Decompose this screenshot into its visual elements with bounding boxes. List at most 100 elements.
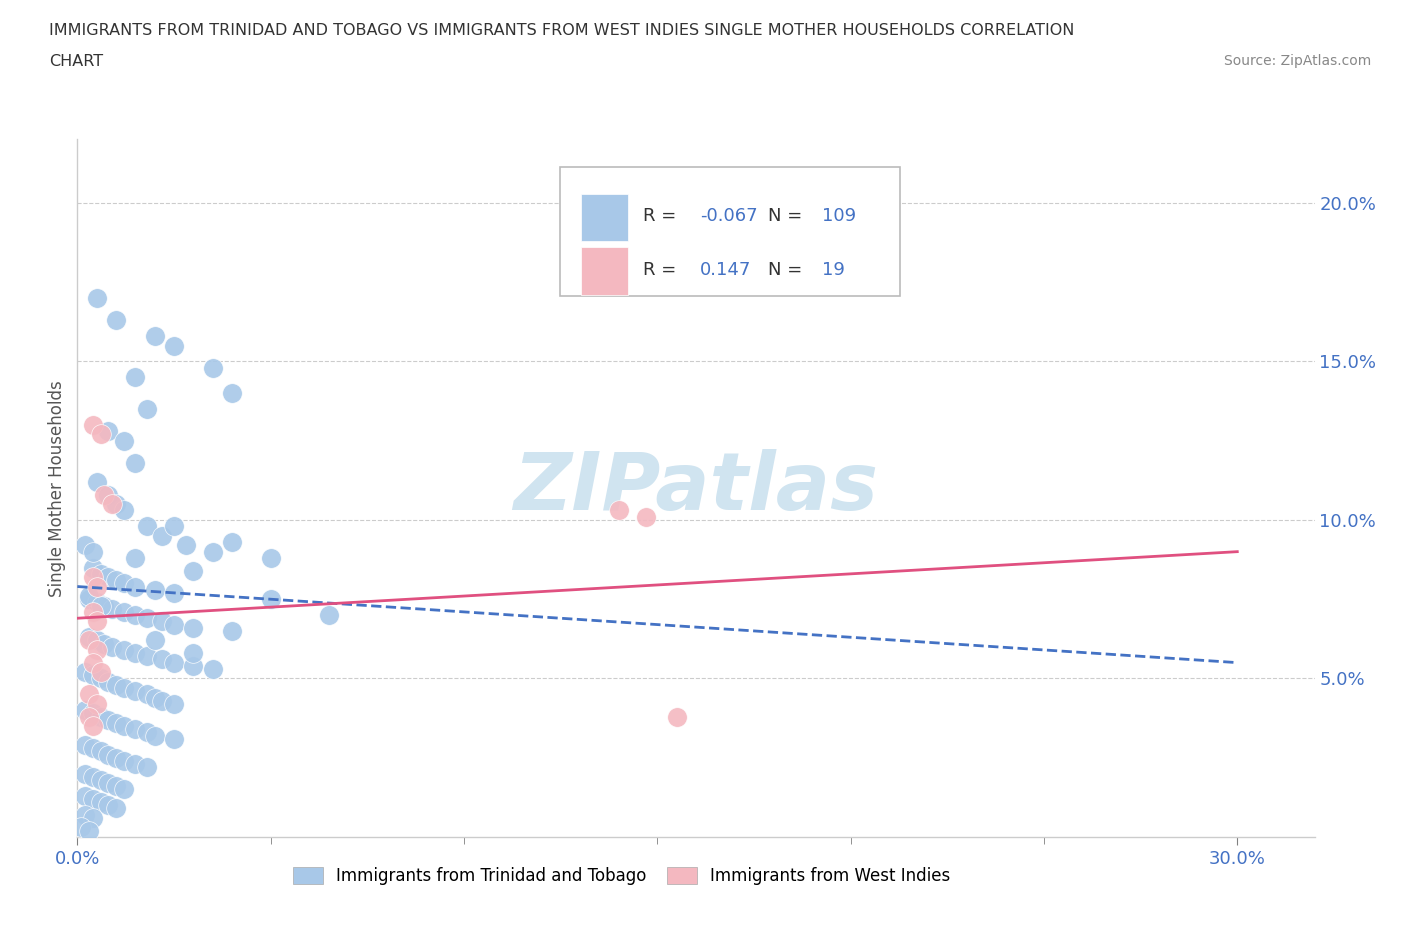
- Point: [143, 633, 166, 648]
- Text: IMMIGRANTS FROM TRINIDAD AND TOBAGO VS IMMIGRANTS FROM WEST INDIES SINGLE MOTHER: IMMIGRANTS FROM TRINIDAD AND TOBAGO VS I…: [49, 23, 1074, 38]
- Point: [152, 614, 174, 629]
- Point: [112, 433, 135, 448]
- Point: [82, 719, 104, 734]
- Point: [86, 643, 108, 658]
- Point: [82, 741, 104, 756]
- Point: [124, 456, 146, 471]
- Point: [93, 598, 115, 613]
- Point: [221, 623, 243, 638]
- Point: [86, 595, 108, 610]
- Point: [82, 569, 104, 584]
- Legend: Immigrants from Trinidad and Tobago, Immigrants from West Indies: Immigrants from Trinidad and Tobago, Imm…: [287, 860, 957, 892]
- Point: [90, 427, 111, 442]
- Point: [105, 801, 127, 816]
- Point: [97, 569, 120, 584]
- Point: [82, 769, 104, 784]
- Point: [136, 611, 159, 626]
- Point: [77, 633, 100, 648]
- Point: [105, 677, 127, 692]
- Point: [86, 614, 108, 629]
- Point: [105, 778, 127, 793]
- Point: [221, 535, 243, 550]
- Point: [136, 760, 159, 775]
- Point: [163, 731, 186, 746]
- Point: [105, 715, 127, 730]
- Text: 109: 109: [823, 206, 856, 225]
- Point: [97, 798, 120, 813]
- Point: [112, 782, 135, 797]
- Point: [163, 519, 186, 534]
- Point: [105, 497, 127, 512]
- Point: [86, 290, 108, 305]
- Point: [77, 709, 100, 724]
- Point: [82, 560, 104, 575]
- Point: [201, 544, 224, 559]
- Point: [136, 687, 159, 702]
- Point: [112, 753, 135, 768]
- Point: [124, 684, 146, 698]
- Point: [97, 712, 120, 727]
- Point: [82, 668, 104, 683]
- Point: [82, 706, 104, 721]
- Point: [90, 773, 111, 788]
- Point: [136, 402, 159, 417]
- Point: [607, 503, 630, 518]
- Point: [152, 528, 174, 543]
- Point: [105, 573, 127, 588]
- Point: [97, 747, 120, 762]
- Point: [77, 823, 100, 838]
- Point: [105, 751, 127, 765]
- Bar: [581, 247, 628, 295]
- Text: CHART: CHART: [49, 54, 103, 69]
- Point: [163, 618, 186, 632]
- Text: R =: R =: [643, 260, 682, 279]
- Text: -0.067: -0.067: [700, 206, 758, 225]
- Point: [101, 497, 124, 512]
- Point: [183, 658, 205, 673]
- Point: [124, 370, 146, 385]
- Point: [105, 312, 127, 327]
- Bar: [581, 193, 628, 241]
- Point: [90, 566, 111, 581]
- Point: [124, 551, 146, 565]
- Point: [260, 551, 283, 565]
- Point: [665, 709, 688, 724]
- Point: [77, 687, 100, 702]
- Text: R =: R =: [643, 206, 682, 225]
- Point: [82, 655, 104, 670]
- Point: [97, 424, 120, 439]
- Point: [163, 586, 186, 601]
- Point: [183, 564, 205, 578]
- Text: 19: 19: [823, 260, 845, 279]
- Point: [82, 418, 104, 432]
- Point: [77, 591, 100, 606]
- Point: [163, 697, 186, 711]
- Point: [86, 474, 108, 489]
- Text: N =: N =: [768, 206, 807, 225]
- Point: [90, 709, 111, 724]
- Point: [112, 604, 135, 619]
- Point: [82, 604, 104, 619]
- Point: [77, 630, 100, 644]
- Point: [101, 602, 124, 617]
- Point: [124, 607, 146, 622]
- Point: [82, 791, 104, 806]
- Point: [201, 360, 224, 375]
- Point: [124, 722, 146, 737]
- Point: [136, 519, 159, 534]
- Y-axis label: Single Mother Households: Single Mother Households: [48, 379, 66, 597]
- Point: [82, 544, 104, 559]
- Point: [260, 591, 283, 606]
- Point: [75, 665, 96, 680]
- Point: [77, 589, 100, 604]
- Point: [90, 744, 111, 759]
- Point: [90, 665, 111, 680]
- Point: [143, 728, 166, 743]
- Point: [221, 386, 243, 401]
- Point: [86, 633, 108, 648]
- Point: [70, 820, 93, 835]
- Point: [75, 789, 96, 804]
- Text: N =: N =: [768, 260, 807, 279]
- Point: [86, 697, 108, 711]
- Point: [318, 607, 340, 622]
